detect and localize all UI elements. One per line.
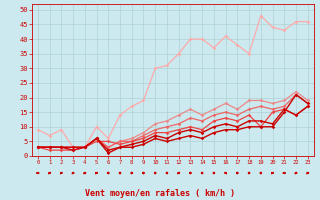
Text: Vent moyen/en rafales ( km/h ): Vent moyen/en rafales ( km/h ) — [85, 189, 235, 198]
